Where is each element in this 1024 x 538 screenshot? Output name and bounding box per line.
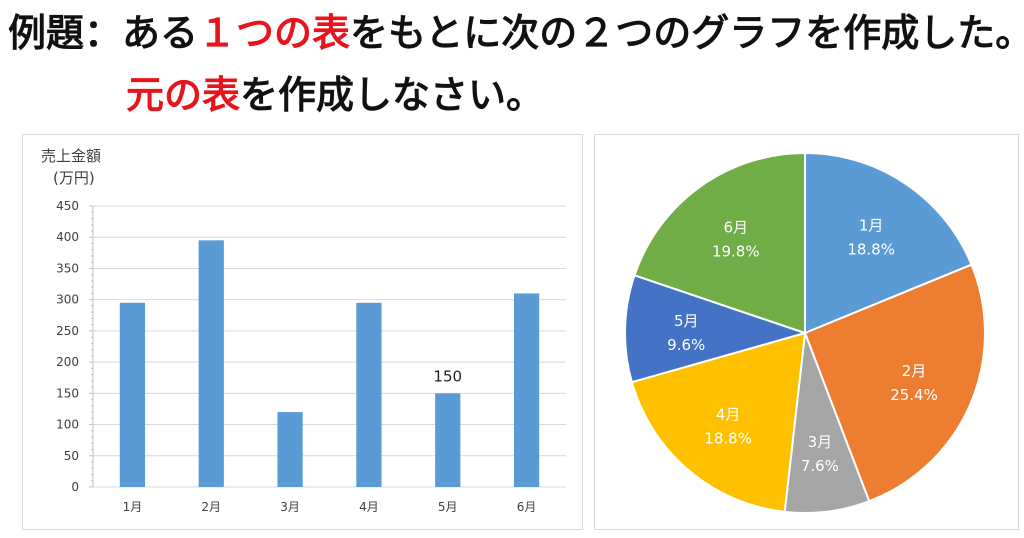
y-tick-label: 450	[56, 199, 79, 213]
pie-slice-percent: 18.8%	[704, 430, 752, 448]
y-tick-label: 200	[56, 355, 79, 369]
y-tick-label: 300	[56, 293, 79, 307]
y-tick-label: 400	[56, 230, 79, 244]
x-tick-label: 5月	[438, 500, 458, 514]
y-tick-label: 100	[56, 418, 79, 432]
bar-6	[513, 293, 540, 487]
bar-3	[277, 412, 303, 487]
y-tick-label: 250	[56, 324, 79, 338]
pie-slice-label: 5月	[674, 312, 699, 330]
heading-text-c: をもとに次の２つのグラフを作成した。	[350, 11, 1024, 55]
y-tick-label: 0	[71, 480, 79, 494]
pie-slice-2	[803, 263, 986, 503]
x-tick-label: 6月	[517, 500, 537, 514]
pie-slice-percent: 9.6%	[667, 336, 705, 354]
x-tick-label: 1月	[123, 500, 143, 514]
y-tick-label: 50	[64, 449, 79, 463]
heading-line-2: 元の表を作成しなさい。	[126, 76, 544, 114]
bar-chart-panel: 売上金額 (万円) 0 50 100 150 200 250 300 350 400 450 1月 2…	[22, 134, 583, 530]
bar-2	[198, 240, 224, 487]
heading-text-d: を作成しなさい。	[240, 73, 545, 117]
pie-chart: 1月 18.8% 2月 25.4% 3月 7.6% 4月 18.8% 5月 9.6% 6月 19.8%	[624, 151, 986, 514]
bar-5	[435, 393, 461, 487]
pie-slice-label: 1月	[859, 216, 884, 234]
pie-slice-percent: 25.4%	[890, 386, 938, 404]
pie-slice-1	[804, 151, 973, 335]
heading-text-a: 例題：ある	[8, 11, 199, 55]
bar-chart: 売上金額 (万円) 0 50 100 150 200 250 300 350 400 450 1月 2…	[41, 147, 566, 514]
x-tick-label: 3月	[280, 500, 300, 514]
bar-data-label: 150	[433, 367, 462, 385]
bar-4	[356, 302, 382, 487]
pie-chart-panel: 1月 18.8% 2月 25.4% 3月 7.6% 4月 18.8% 5月 9.6% 6月 19.8%	[594, 134, 1019, 530]
pie-slice-percent: 7.6%	[801, 457, 839, 475]
pie-slice-label: 3月	[808, 433, 833, 451]
pie-slice-percent: 18.8%	[847, 240, 895, 258]
pie-slice-label: 2月	[902, 362, 927, 380]
pie-slice-6	[633, 151, 806, 335]
pie-slice-5	[624, 273, 809, 384]
bar-1	[119, 302, 146, 487]
y-axis-label-line-1: 売上金額	[41, 147, 101, 165]
heading-line-1: 例題：ある１つの表をもとに次の２つのグラフを作成した。	[8, 14, 1024, 52]
y-tick-label: 150	[56, 386, 79, 400]
x-tick-label: 4月	[359, 500, 379, 514]
heading-highlight-original-table: 元の表	[126, 73, 241, 117]
pie-slice-percent: 19.8%	[712, 242, 760, 260]
y-axis-label-line-2: (万円)	[53, 169, 95, 187]
x-tick-label: 2月	[201, 500, 221, 514]
y-tick-label: 350	[56, 261, 79, 275]
pie-slice-4	[630, 331, 807, 513]
pie-slice-label: 6月	[724, 218, 749, 236]
heading-highlight-one-table: １つの表	[198, 11, 351, 55]
pie-slice-label: 4月	[716, 406, 741, 424]
